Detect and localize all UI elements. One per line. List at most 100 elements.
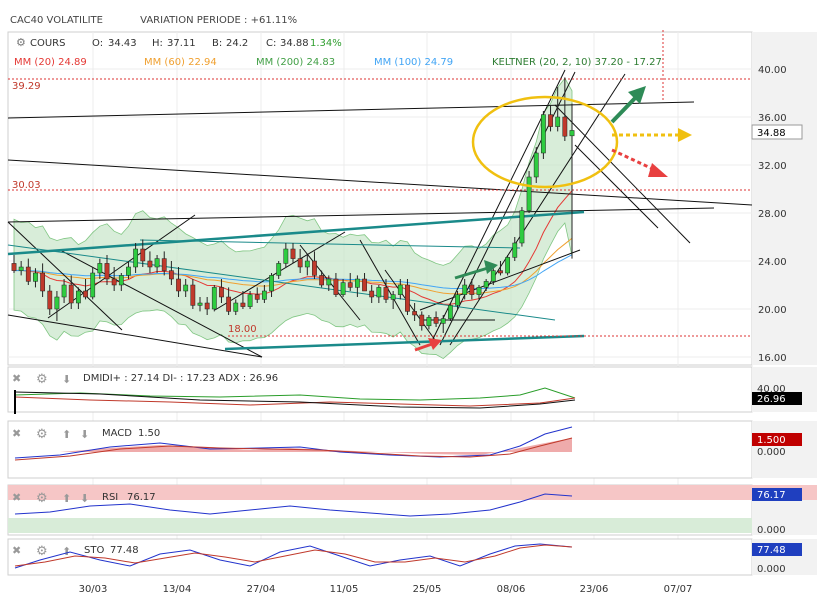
- date-tick: 11/05: [330, 584, 359, 595]
- candle-body: [440, 318, 446, 324]
- level-label-mid: 30.03: [12, 180, 41, 191]
- candle-body: [269, 275, 274, 292]
- arrow-up-green: [610, 86, 646, 124]
- candle-body: [176, 278, 181, 292]
- close-label: C:: [266, 38, 276, 49]
- candle-body: [140, 248, 146, 262]
- candle-body: [197, 302, 203, 306]
- trend-line: [7, 101, 695, 119]
- level-label-top: 39.29: [12, 81, 41, 92]
- sto-panel: ✖ ⚙ ⬆ STO 77.48 77.48 0.000: [7, 538, 817, 576]
- candle-body: [462, 284, 468, 295]
- settings-icon[interactable]: ⚙: [36, 427, 48, 442]
- candle-body: [111, 278, 117, 286]
- price-tick: 20.00: [758, 305, 787, 316]
- candle-body: [18, 266, 24, 271]
- candle-body: [483, 281, 489, 288]
- candle-body: [247, 294, 253, 307]
- candle-body: [40, 272, 46, 292]
- trend-line: [359, 239, 421, 346]
- trend-line: [574, 144, 659, 229]
- candle-body: [133, 248, 139, 268]
- price-tick: 32.00: [758, 161, 787, 172]
- close-panel-icon[interactable]: ✖: [12, 491, 21, 504]
- close-panel-icon[interactable]: ✖: [12, 544, 21, 557]
- trend-line: [7, 221, 123, 331]
- candle-body: [562, 116, 568, 137]
- candle-body: [97, 263, 103, 274]
- dmi-axis-top: 40.00: [757, 384, 786, 395]
- settings-icon[interactable]: ⚙: [36, 544, 48, 559]
- close-panel-icon[interactable]: ✖: [12, 372, 21, 385]
- candlesticks: [11, 77, 575, 333]
- date-axis: 30/03 13/04 27/04 11/05 25/05 08/06 23/06 07/07: [79, 584, 693, 595]
- teal-thin-lines: [7, 239, 556, 321]
- candle-body: [68, 284, 74, 304]
- arrow-right-yellow: [612, 128, 692, 142]
- candle-body: [512, 242, 518, 258]
- candle-body: [390, 294, 396, 300]
- settings-icon[interactable]: ⚙: [16, 36, 26, 49]
- candle-body: [161, 258, 167, 271]
- candle-body: [405, 284, 410, 312]
- candle-body: [226, 296, 232, 312]
- arrow-up-icon[interactable]: ⬆: [62, 545, 71, 558]
- price-tick: 28.00: [758, 209, 787, 220]
- low-value: 24.2: [226, 38, 248, 49]
- candle-body: [354, 278, 360, 288]
- candle-body: [297, 258, 303, 268]
- arrow-down-icon[interactable]: ⬇: [80, 428, 89, 441]
- arrow-up-icon[interactable]: ⬆: [62, 428, 71, 441]
- settings-icon[interactable]: ⚙: [36, 491, 48, 506]
- candle-body: [154, 258, 160, 268]
- change-value: 1.34%: [310, 38, 342, 49]
- candle-body: [83, 290, 88, 298]
- indicator-label: MM (20) 24.89: [14, 57, 87, 68]
- trend-line: [554, 104, 691, 244]
- candle-body: [526, 176, 532, 211]
- sto-axis-bottom: 0.000: [757, 564, 786, 575]
- close-panel-icon[interactable]: ✖: [12, 427, 21, 440]
- sto-value: 77.48: [757, 545, 786, 556]
- candle-body: [261, 290, 267, 300]
- candle-body: [47, 290, 53, 310]
- price-tick: 40.00: [758, 65, 787, 76]
- candle-body: [276, 263, 282, 276]
- indicator-label: KELTNER (20, 2, 10) 37.20 - 17.27: [492, 57, 662, 68]
- sto-values: 77.48: [110, 545, 139, 556]
- arrow-small-green: [454, 260, 498, 280]
- open-value: 34.43: [108, 38, 137, 49]
- indicator-label: MM (200) 24.83: [256, 57, 335, 68]
- arrow-down-icon[interactable]: ⬇: [62, 373, 71, 386]
- arrow-down-red: [611, 148, 668, 177]
- trend-lines: [7, 69, 753, 358]
- arrow-up-icon[interactable]: ⬆: [62, 492, 71, 505]
- candle-body: [312, 260, 317, 276]
- indicator-label: MM (100) 24.79: [374, 57, 453, 68]
- macd-axis-bottom: 0.000: [757, 447, 786, 458]
- candle-body: [519, 210, 525, 244]
- candle-body: [11, 263, 17, 271]
- candle-body: [412, 311, 418, 316]
- candle-body: [61, 284, 67, 298]
- candle-body: [548, 114, 553, 127]
- candle-body: [433, 317, 439, 324]
- date-tick: 27/04: [247, 584, 276, 595]
- candle-body: [362, 278, 367, 292]
- rsi-value: 76.17: [757, 490, 786, 501]
- settings-icon[interactable]: ⚙: [36, 372, 48, 387]
- candle-body: [147, 260, 153, 268]
- candle-body: [126, 266, 131, 276]
- chart-header: CAC40 VOLATILITE VARIATION PERIODE : +61…: [10, 15, 297, 26]
- candle-body: [168, 270, 174, 280]
- candle-body: [347, 282, 353, 288]
- trend-line: [449, 73, 626, 346]
- last-price: 34.88: [757, 128, 786, 139]
- high-label: H:: [152, 38, 163, 49]
- dmi-label: DMI: [83, 373, 102, 384]
- candle-body: [533, 152, 539, 178]
- macd-label: MACD: [102, 428, 132, 439]
- arrow-down-icon[interactable]: ⬇: [80, 492, 89, 505]
- candle-body: [211, 287, 217, 310]
- candle-body: [25, 266, 31, 282]
